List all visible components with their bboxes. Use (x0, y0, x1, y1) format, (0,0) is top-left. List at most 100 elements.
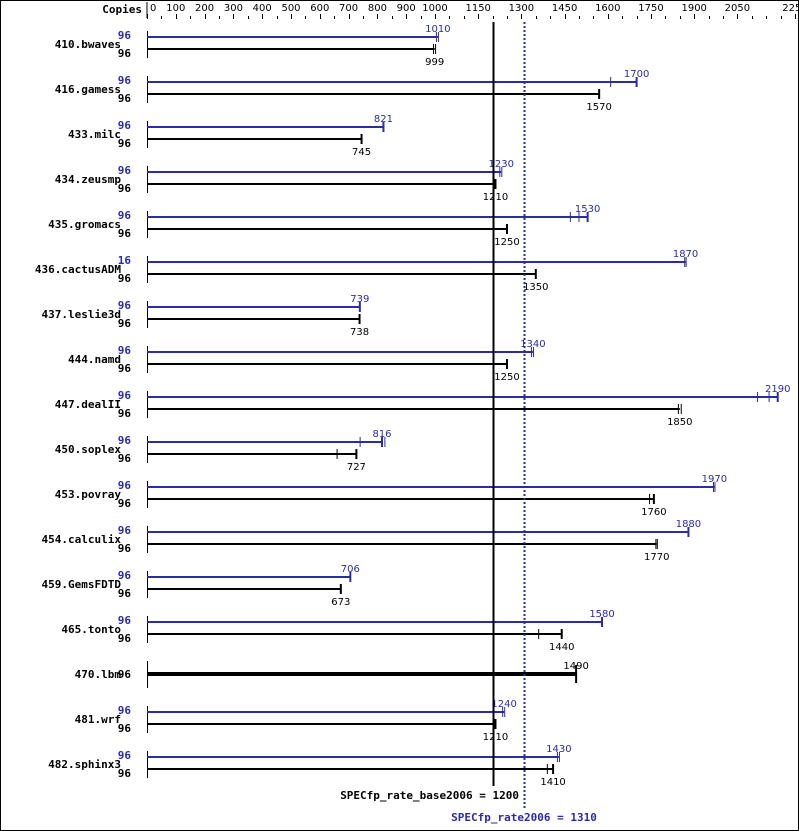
base-copies: 96 (118, 182, 132, 195)
peak-value-label: 1580 (589, 609, 614, 620)
reference-lines (492, 22, 526, 808)
peak-copies: 96 (118, 524, 132, 537)
axis-tick-label: 400 (253, 3, 272, 14)
benchmark-rows: 410.bwaves96961010999416.gamess969617001… (35, 24, 791, 788)
axis-tick-label: 1900 (681, 3, 706, 14)
peak-copies: 96 (118, 389, 132, 402)
base-copies: 96 (118, 47, 132, 60)
base-copies: 96 (118, 272, 132, 285)
benchmark-name: 447.dealII (55, 398, 121, 411)
axis-tick-label: 700 (339, 3, 358, 14)
peak-copies: 96 (118, 299, 132, 312)
peak-copies: 96 (118, 614, 132, 627)
benchmark-name: 437.leslie3d (42, 308, 121, 321)
axis-tick-label: 1600 (595, 3, 620, 14)
axis-tick-label: 2050 (725, 3, 750, 14)
axis-tick-label: 2250 (782, 3, 799, 14)
benchmark-name: 410.bwaves (55, 38, 121, 51)
base-summary-label: SPECfp_rate_base2006 = 1200 (340, 789, 519, 802)
peak-value-label: 1880 (676, 519, 701, 530)
peak-copies: 96 (118, 704, 132, 717)
base-copies: 96 (118, 362, 132, 375)
base-value-label: 1210 (483, 192, 508, 203)
base-copies: 96 (118, 92, 132, 105)
base-copies: 96 (118, 317, 132, 330)
peak-copies: 96 (118, 344, 132, 357)
benchmark-name: 434.zeusmp (55, 173, 122, 186)
peak-value-label: 816 (372, 429, 391, 440)
peak-copies: 96 (118, 164, 132, 177)
axis-tick-label: 1000 (422, 3, 447, 14)
benchmark-name: 482.sphinx3 (48, 758, 121, 771)
peak-value-label: 1530 (575, 204, 600, 215)
x-axis: 0 100 200 300 400 500 600 700 800 900 1000 1150 1300… (146, 2, 799, 19)
copies-header: Copies (102, 3, 142, 16)
peak-copies: 96 (118, 749, 132, 762)
benchmark-name: 470.lbm (75, 668, 122, 681)
peak-copies: 96 (118, 479, 132, 492)
axis-tick-label: 1450 (552, 3, 577, 14)
base-value-label: 1570 (586, 102, 611, 113)
base-value-label: 999 (425, 57, 444, 68)
peak-value-label: 1700 (624, 69, 649, 80)
peak-value-label: 1430 (546, 744, 571, 755)
base-copies: 96 (118, 542, 132, 555)
axis-tick-label: 0 (150, 3, 156, 14)
peak-value-label: 739 (350, 294, 369, 305)
base-copies: 96 (118, 497, 132, 510)
base-value-label: 1850 (667, 417, 692, 428)
base-value-label: 1210 (483, 732, 508, 743)
base-value-label: 1350 (523, 282, 548, 293)
axis-tick-label: 1150 (465, 3, 490, 14)
base-value-label: 1490 (563, 661, 588, 672)
axis-tick-label: 200 (195, 3, 214, 14)
base-value-label: 745 (352, 147, 371, 158)
axis-tick-label: 600 (310, 3, 329, 14)
benchmark-name: 435.gromacs (48, 218, 121, 231)
peak-value-label: 1870 (673, 249, 698, 260)
base-copies: 96 (118, 668, 132, 681)
base-copies: 96 (118, 137, 132, 150)
peak-value-label: 706 (341, 564, 360, 575)
benchmark-name: 465.tonto (61, 623, 121, 636)
peak-value-label: 1240 (491, 699, 516, 710)
base-value-label: 1440 (549, 642, 574, 653)
base-value-label: 1250 (494, 237, 519, 248)
peak-value-label: 1230 (489, 159, 514, 170)
benchmark-name: 416.gamess (55, 83, 121, 96)
axis-tick-label: 1750 (638, 3, 663, 14)
base-value-label: 1250 (494, 372, 519, 383)
peak-copies: 96 (118, 74, 132, 87)
base-value-label: 1760 (641, 507, 666, 518)
peak-value-label: 821 (374, 114, 393, 125)
axis-tick-label: 100 (166, 3, 185, 14)
peak-copies: 16 (118, 254, 132, 267)
benchmark-name: 450.soplex (55, 443, 122, 456)
axis-tick-label: 900 (397, 3, 416, 14)
peak-value-label: 2190 (765, 384, 790, 395)
axis-tick-label: 500 (281, 3, 300, 14)
benchmark-name: 453.povray (55, 488, 122, 501)
benchmark-name: 444.namd (68, 353, 121, 366)
base-value-label: 1410 (540, 777, 565, 788)
peak-value-label: 1340 (520, 339, 545, 350)
